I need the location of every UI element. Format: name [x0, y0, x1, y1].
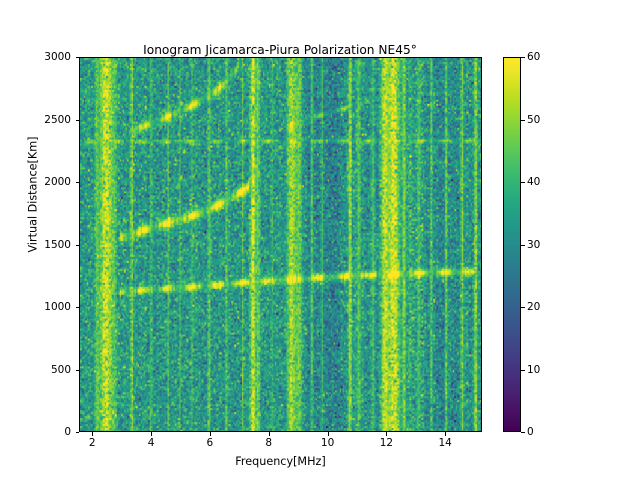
plot-title-line1: Ionogram Jicamarca-Piura Polarization NE… [143, 43, 417, 57]
y-tick-mark [75, 57, 79, 58]
x-tick-mark [151, 432, 153, 436]
y-tick-mark [75, 307, 79, 308]
colorbar-tick-label: 60 [527, 51, 541, 63]
y-tick-label: 2500 [44, 113, 71, 126]
colorbar-tick-label: 50 [527, 113, 541, 126]
y-tick-label: 2000 [44, 176, 71, 188]
x-tick-mark [327, 432, 329, 436]
y-tick-mark [75, 432, 79, 433]
colorbar-tick-mark [521, 307, 525, 308]
y-axis-label: Virtual Distance[Km] [26, 136, 40, 253]
colorbar [503, 57, 521, 432]
y-tick-label: 1500 [44, 238, 71, 251]
x-tick-mark [92, 432, 94, 436]
x-tick-label: 8 [265, 437, 273, 449]
ionogram-heatmap [80, 58, 481, 431]
colorbar-tick-label: 20 [527, 301, 541, 313]
x-tick-mark [209, 432, 211, 436]
y-tick-label: 500 [50, 363, 71, 376]
colorbar-tick-label: 40 [527, 176, 541, 188]
x-axis-label: Frequency[MHz] [235, 455, 326, 468]
y-tick-mark [75, 244, 79, 246]
y-tick-mark [75, 182, 79, 183]
x-tick-label: 2 [88, 437, 96, 449]
colorbar-tick-mark [521, 182, 525, 183]
x-tick-label: 6 [206, 437, 214, 449]
x-tick-label: 4 [147, 437, 155, 449]
colorbar-tick-label: 10 [527, 363, 541, 376]
colorbar-gradient [504, 58, 520, 431]
x-tick-label: 14 [438, 437, 452, 449]
y-tick-mark [75, 369, 79, 371]
x-tick-mark [445, 432, 447, 436]
y-tick-label: 1000 [44, 301, 71, 313]
ionogram-axes [79, 57, 482, 432]
x-tick-label: 10 [320, 437, 335, 449]
y-tick-label: 3000 [44, 51, 71, 63]
colorbar-tick-label: 0 [527, 426, 534, 438]
x-tick-mark [386, 432, 388, 436]
colorbar-tick-mark [521, 432, 525, 433]
colorbar-tick-mark [521, 244, 525, 246]
y-tick-label: 0 [64, 426, 71, 438]
y-tick-mark [75, 119, 79, 121]
colorbar-tick-label: 30 [527, 238, 541, 251]
colorbar-tick-mark [521, 119, 525, 121]
x-tick-mark [268, 432, 270, 436]
x-tick-label: 12 [379, 437, 394, 449]
colorbar-tick-mark [521, 57, 525, 58]
colorbar-tick-mark [521, 369, 525, 371]
